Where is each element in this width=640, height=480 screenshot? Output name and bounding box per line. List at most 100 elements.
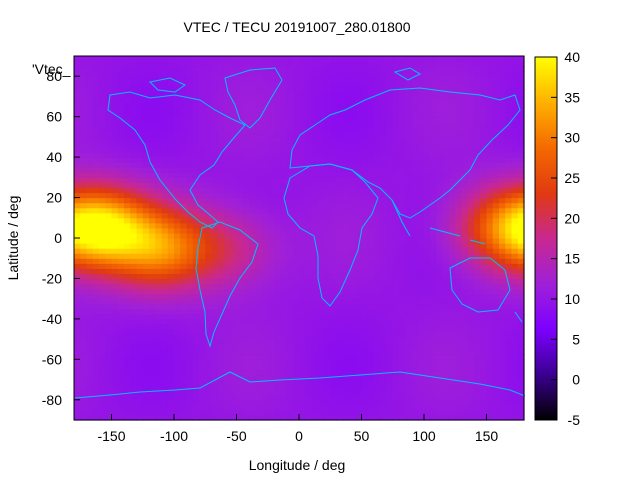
- heatmap-cell: [142, 232, 150, 239]
- heatmap-cell: [436, 268, 444, 274]
- heatmap-cell: [467, 409, 475, 416]
- heatmap-cell: [286, 389, 294, 396]
- heatmap-cell: [355, 126, 363, 133]
- heatmap-cell: [274, 263, 281, 269]
- heatmap-cell: [355, 379, 363, 386]
- heatmap-cell: [392, 339, 400, 345]
- heatmap-cell: [205, 111, 213, 118]
- heatmap-cell: [280, 268, 288, 274]
- heatmap-cell: [317, 293, 325, 300]
- heatmap-cell: [155, 364, 163, 371]
- heatmap-cell: [124, 278, 131, 285]
- heatmap-cell: [486, 313, 494, 320]
- heatmap-cell: [199, 121, 206, 128]
- heatmap-cell: [124, 313, 131, 320]
- heatmap-cell: [174, 308, 181, 315]
- heatmap-cell: [142, 56, 150, 62]
- heatmap-cell: [342, 182, 350, 189]
- heatmap-cell: [130, 182, 138, 189]
- heatmap-cell: [155, 258, 163, 264]
- heatmap-cell: [186, 192, 194, 199]
- heatmap-cell: [274, 344, 281, 350]
- heatmap-cell: [486, 136, 494, 143]
- heatmap-cell: [467, 212, 475, 219]
- heatmap-cell: [430, 187, 438, 194]
- heatmap-cell: [299, 349, 306, 355]
- heatmap-cell: [336, 141, 344, 148]
- heatmap-cell: [317, 308, 325, 315]
- heatmap-cell: [417, 364, 425, 371]
- heatmap-cell: [436, 318, 444, 325]
- heatmap-cell: [355, 106, 363, 113]
- heatmap-cell: [342, 263, 350, 269]
- heatmap-cell: [305, 263, 313, 269]
- heatmap-cell: [217, 152, 225, 158]
- heatmap-cell: [330, 394, 338, 401]
- heatmap-cell: [467, 96, 475, 103]
- heatmap-cell: [117, 187, 125, 194]
- heatmap-cell: [136, 243, 144, 249]
- heatmap-cell: [199, 359, 206, 365]
- heatmap-cell: [492, 308, 500, 315]
- heatmap-cell: [261, 177, 269, 183]
- heatmap-cell: [211, 334, 219, 340]
- heatmap-cell: [311, 126, 319, 133]
- heatmap-cell: [486, 126, 494, 133]
- heatmap-cell: [492, 167, 500, 173]
- heatmap-cell: [142, 131, 150, 138]
- heatmap-cell: [130, 96, 138, 103]
- heatmap-cell: [380, 374, 388, 381]
- heatmap-cell: [499, 71, 506, 77]
- heatmap-cell: [136, 81, 144, 87]
- heatmap-cell: [317, 369, 325, 376]
- heatmap-cell: [436, 147, 444, 153]
- heatmap-cell: [230, 91, 238, 98]
- heatmap-cell: [92, 157, 100, 163]
- heatmap-cell: [474, 318, 481, 325]
- heatmap-cell: [361, 86, 369, 92]
- heatmap-cell: [280, 318, 288, 325]
- heatmap-cell: [167, 71, 175, 77]
- heatmap-cell: [430, 298, 438, 305]
- heatmap-cell: [317, 121, 325, 128]
- heatmap-cell: [149, 121, 156, 128]
- heatmap-cell: [442, 96, 450, 103]
- heatmap-cell: [361, 339, 369, 345]
- heatmap-cell: [299, 253, 306, 259]
- heatmap-cell: [374, 359, 381, 365]
- heatmap-cell: [174, 263, 181, 269]
- heatmap-cell: [80, 414, 88, 421]
- heatmap-cell: [230, 404, 238, 411]
- heatmap-cell: [299, 308, 306, 315]
- heatmap-cell: [442, 394, 450, 401]
- heatmap-cell: [467, 394, 475, 401]
- heatmap-cell: [255, 56, 263, 62]
- heatmap-cell: [349, 86, 356, 92]
- heatmap-cell: [105, 273, 113, 280]
- heatmap-cell: [480, 96, 488, 103]
- heatmap-cell: [80, 81, 88, 87]
- heatmap-cell: [492, 147, 500, 153]
- heatmap-cell: [436, 212, 444, 219]
- heatmap-cell: [380, 394, 388, 401]
- heatmap-cell: [349, 121, 356, 128]
- heatmap-cell: [499, 136, 506, 143]
- heatmap-cell: [486, 187, 494, 194]
- heatmap-cell: [117, 288, 125, 295]
- heatmap-cell: [136, 344, 144, 350]
- heatmap-cell: [317, 354, 325, 360]
- heatmap-cell: [374, 167, 381, 173]
- heatmap-cell: [142, 303, 150, 310]
- heatmap-cell: [292, 334, 300, 340]
- heatmap-cell: [299, 61, 306, 67]
- heatmap-cell: [130, 253, 138, 259]
- heatmap-cell: [230, 232, 238, 239]
- heatmap-cell: [380, 141, 388, 148]
- heatmap-cell: [311, 298, 319, 305]
- heatmap-cell: [324, 308, 331, 315]
- heatmap-cell: [274, 147, 281, 153]
- heatmap-cell: [167, 232, 175, 239]
- heatmap-cell: [311, 147, 319, 153]
- heatmap-cell: [399, 414, 406, 421]
- heatmap-cell: [230, 212, 238, 219]
